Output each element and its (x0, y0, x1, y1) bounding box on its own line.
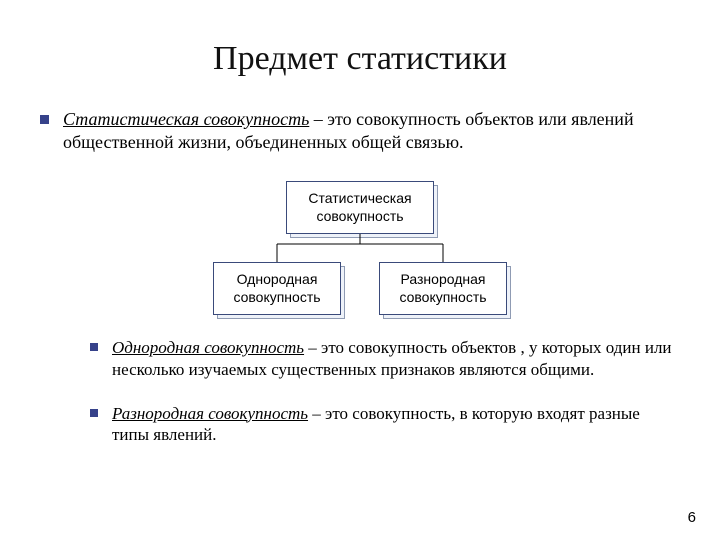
definition-3-text: Разнородная совокупность – это совокупно… (112, 403, 680, 447)
page-number: 6 (688, 509, 696, 526)
definition-2-term: Однородная совокупность (112, 338, 304, 357)
definition-block-3: Разнородная совокупность – это совокупно… (90, 403, 680, 447)
left-child-node: Однороднаясовокупность (213, 262, 341, 315)
bullet-icon (90, 409, 98, 417)
root-node: Статистическаясовокупность (286, 181, 434, 234)
definition-1-term: Статистическая совокупность (63, 109, 309, 129)
connector-lines (0, 234, 720, 262)
page-title: Предмет статистики (0, 0, 720, 78)
child-nodes-row: Однороднаясовокупность Разнороднаясовоку… (213, 262, 507, 315)
bullet-icon (90, 343, 98, 351)
root-node-label: Статистическаясовокупность (286, 181, 434, 234)
hierarchy-diagram: Статистическаясовокупность Однороднаясов… (0, 181, 720, 315)
definition-block-1: Статистическая совокупность – это совоку… (0, 108, 720, 153)
bullet-icon (40, 115, 49, 124)
sub-definitions: Однородная совокупность – это совокупнос… (0, 337, 720, 446)
definition-1-text: Статистическая совокупность – это совоку… (63, 108, 680, 153)
definition-2-text: Однородная совокупность – это совокупнос… (112, 337, 680, 381)
definition-3-term: Разнородная совокупность (112, 404, 308, 423)
right-child-node: Разнороднаясовокупность (379, 262, 507, 315)
right-child-label: Разнороднаясовокупность (379, 262, 507, 315)
definition-block-2: Однородная совокупность – это совокупнос… (90, 337, 680, 381)
left-child-label: Однороднаясовокупность (213, 262, 341, 315)
